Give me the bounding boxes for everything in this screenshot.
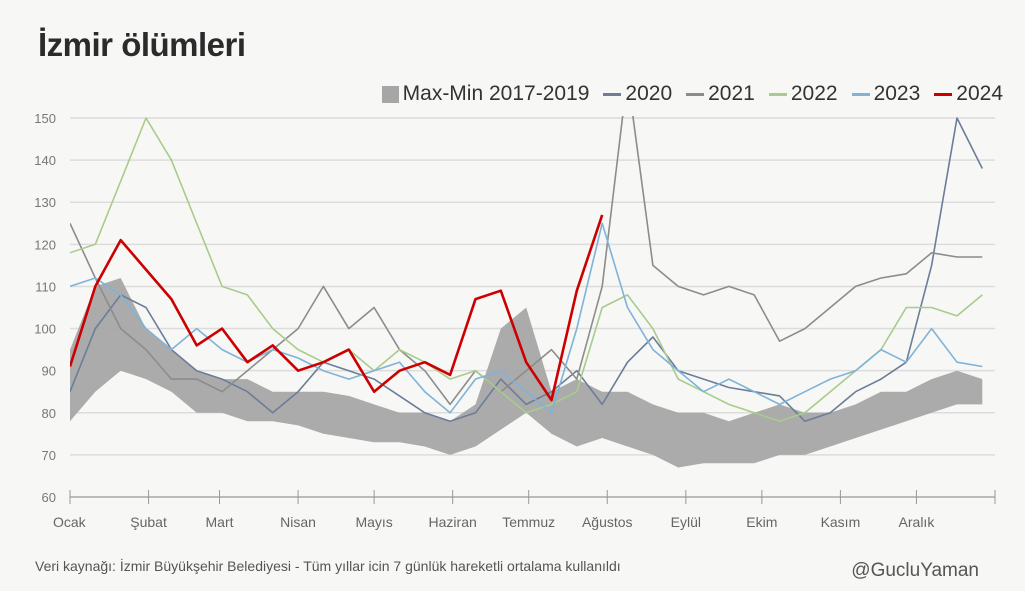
series-line-2021 (70, 116, 983, 406)
y-tick-label: 100 (34, 322, 56, 337)
legend: Max-Min 2017-2019 2020 2021 2022 2023 20… (368, 82, 1003, 106)
x-tick-label: Kasım (821, 514, 861, 530)
legend-item-2020: 2020 (603, 82, 672, 106)
series-line-2023 (70, 222, 983, 414)
x-tick-label: Şubat (130, 514, 167, 530)
legend-label: 2023 (873, 82, 921, 105)
y-tick-label: 70 (42, 448, 56, 463)
y-tick-label: 80 (42, 406, 56, 421)
chart-title: İzmir ölümleri (38, 26, 246, 63)
series-group (70, 116, 984, 468)
y-tick-label: 120 (34, 237, 56, 252)
y-tick-label: 110 (35, 279, 56, 294)
x-tick-label: Ağustos (582, 514, 633, 530)
legend-item-2022: 2022 (768, 82, 838, 106)
author-handle: @GucluYaman (851, 560, 979, 581)
legend-item-2024: 2024 (934, 82, 1003, 106)
series-line-2022 (70, 117, 983, 422)
x-tick-label: Aralık (899, 514, 936, 530)
series-line-2024 (70, 214, 604, 402)
x-tick-label: Ekim (746, 514, 777, 530)
legend-label: 2024 (956, 82, 1003, 105)
x-tick-label: Ocak (53, 514, 87, 530)
legend-swatch-2021 (686, 92, 705, 96)
band-max-min-2017-2019 (70, 278, 983, 468)
x-tick-label: Mayıs (355, 514, 392, 530)
legend-label: 2021 (708, 82, 755, 105)
x-tick-label: Mart (206, 514, 234, 530)
legend-item-2021: 2021 (686, 82, 755, 106)
legend-swatch-2024 (934, 92, 953, 96)
legend-label: 2022 (790, 82, 838, 105)
legend-item-band: Max-Min 2017-2019 (381, 82, 590, 106)
legend-swatch-2020 (603, 92, 622, 96)
legend-swatch-2023 (851, 92, 870, 96)
legend-label: Max-Min 2017-2019 (402, 82, 590, 105)
x-tick-label: Eylül (671, 514, 701, 530)
legend-item-2023: 2023 (851, 82, 921, 106)
series-line-2020 (70, 117, 984, 422)
legend-label: 2020 (625, 82, 673, 105)
y-tick-label: 150 (34, 111, 56, 126)
y-tick-label: 60 (42, 490, 56, 505)
x-tick-label: Haziran (429, 514, 477, 530)
legend-swatch-2022 (768, 92, 787, 96)
x-tick-label: Temmuz (502, 514, 555, 530)
y-tick-label: 130 (34, 195, 56, 210)
y-tick-label: 90 (42, 364, 56, 379)
x-tick-label: Nisan (280, 514, 316, 530)
source-note: Veri kaynağı: İzmir Büyükşehir Belediyes… (35, 558, 621, 574)
legend-swatch-band (381, 85, 399, 103)
y-tick-label: 140 (34, 153, 56, 168)
